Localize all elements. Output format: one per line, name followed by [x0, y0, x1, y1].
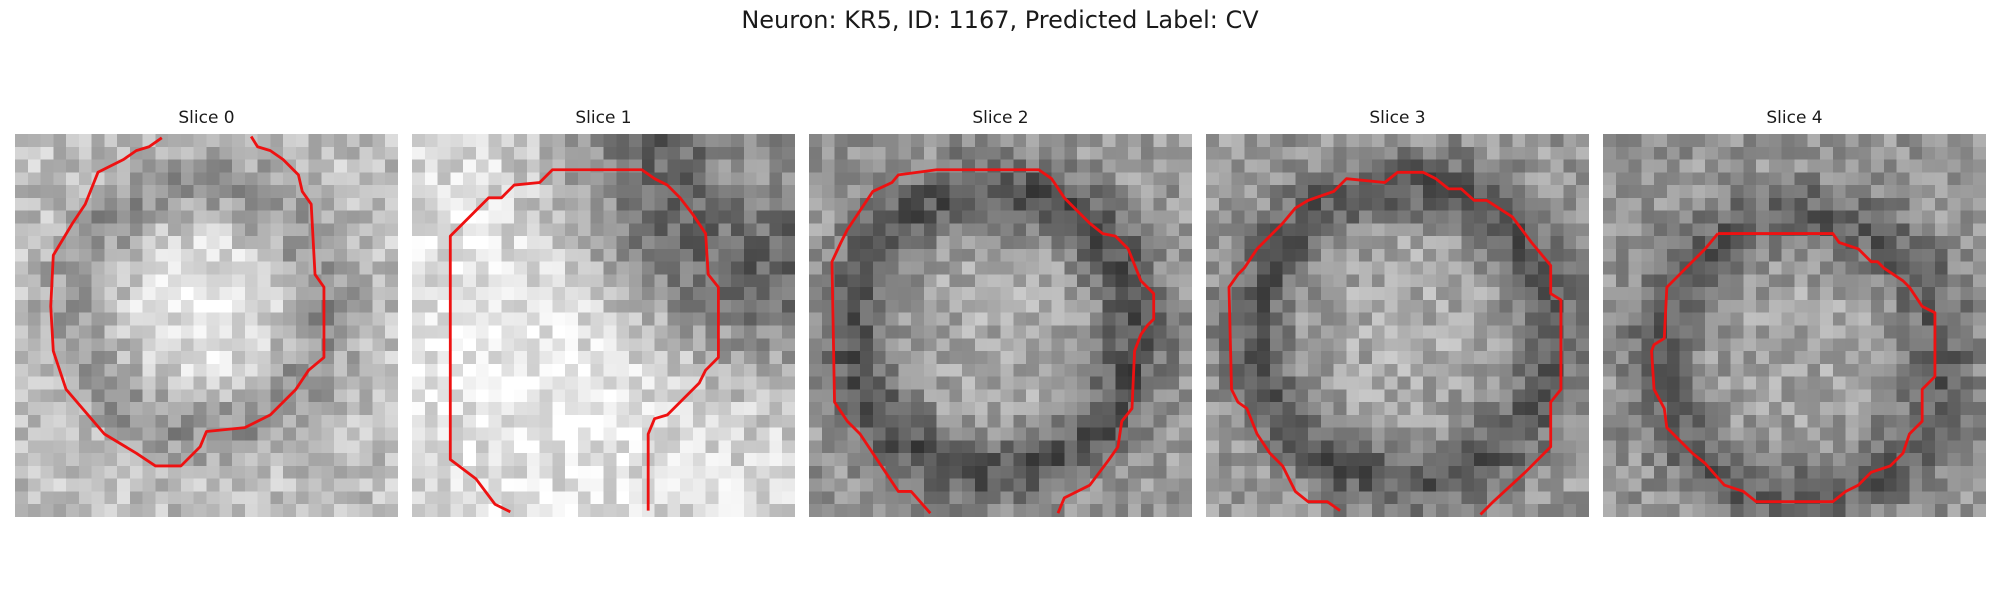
slice-title: Slice 3	[1369, 108, 1426, 128]
cell-contour	[1227, 170, 1563, 516]
cell-contour	[830, 168, 1156, 515]
figure-title: Neuron: KR5, ID: 1167, Predicted Label: …	[741, 6, 1259, 34]
slice-image	[1206, 134, 1589, 517]
slice-image	[412, 134, 795, 517]
cell-contour	[448, 168, 720, 514]
slice-title: Slice 4	[1766, 108, 1823, 128]
slice-image	[1603, 134, 1986, 517]
slice-title: Slice 2	[972, 108, 1029, 128]
slice-title: Slice 0	[178, 108, 235, 128]
cell-contour	[49, 135, 326, 468]
slice-image	[15, 134, 398, 517]
slice-title: Slice 1	[575, 108, 632, 128]
cell-contour	[1650, 232, 1937, 504]
slice-image	[809, 134, 1192, 517]
